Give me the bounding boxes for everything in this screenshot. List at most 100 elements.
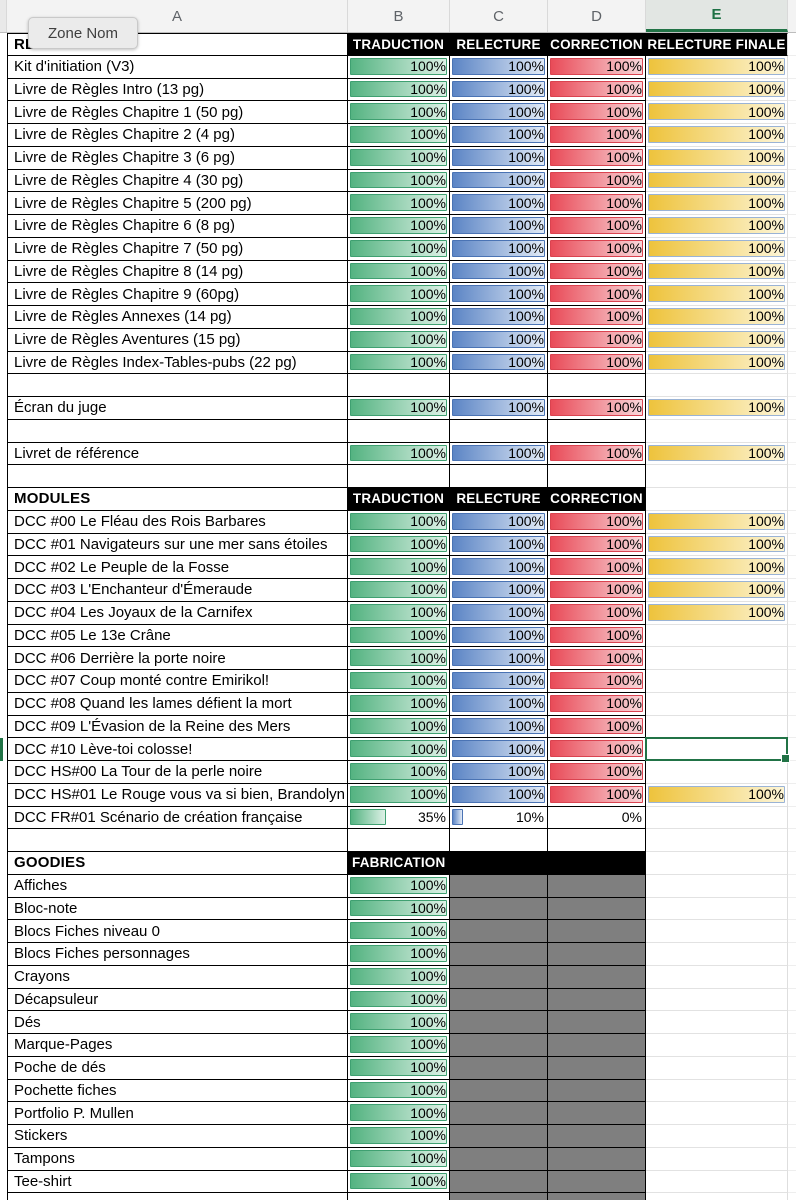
stage-header-b[interactable]: FABRICATION <box>348 852 450 875</box>
cell-c[interactable]: 100% <box>450 78 548 102</box>
cell-c[interactable]: 100% <box>450 146 548 170</box>
cell-e[interactable]: 100% <box>646 215 788 238</box>
cell-d[interactable]: 100% <box>548 533 646 557</box>
cell-c[interactable]: 100% <box>450 510 548 534</box>
cell-c[interactable]: 100% <box>450 192 548 215</box>
item-label-cell[interactable]: DCC #06 Derrière la porte noire <box>7 647 348 670</box>
item-label-cell[interactable]: Décapsuleur <box>7 988 348 1012</box>
cell-b[interactable]: 100% <box>348 192 450 215</box>
item-label-cell[interactable]: Livre de Règles Chapitre 7 (50 pg) <box>7 237 348 261</box>
cell-e[interactable]: 100% <box>646 306 788 329</box>
item-label-cell[interactable]: Livret de référence <box>7 442 348 466</box>
empty-label-cell[interactable] <box>7 1193 348 1200</box>
cell-e[interactable] <box>646 715 788 739</box>
empty-label-cell[interactable] <box>7 465 348 488</box>
cell-e[interactable] <box>646 1193 788 1200</box>
cell-c[interactable]: 100% <box>450 283 548 306</box>
cell-b[interactable]: 100% <box>348 738 450 761</box>
cell-c[interactable] <box>450 1147 548 1171</box>
cell-b[interactable]: 100% <box>348 761 450 784</box>
empty-label-cell[interactable] <box>7 829 348 852</box>
cell-e[interactable]: 100% <box>646 283 788 306</box>
cell-b[interactable]: 100% <box>348 579 450 602</box>
cell-b[interactable]: 100% <box>348 1034 450 1057</box>
cell-c[interactable] <box>450 1056 548 1080</box>
cell-c[interactable] <box>450 943 548 966</box>
cell-d[interactable] <box>548 419 646 443</box>
cell-e[interactable] <box>646 1102 788 1125</box>
item-label-cell[interactable]: Livre de Règles Intro (13 pg) <box>7 78 348 102</box>
cell-d[interactable] <box>548 829 646 852</box>
cell-b[interactable]: 100% <box>348 260 450 284</box>
cell-e[interactable] <box>646 897 788 921</box>
cell-e[interactable] <box>646 624 788 648</box>
item-label-cell[interactable]: DCC #05 Le 13e Crâne <box>7 624 348 648</box>
item-label-cell[interactable]: Marque-Pages <box>7 1034 348 1057</box>
cell-b[interactable]: 100% <box>348 533 450 557</box>
cell-d[interactable] <box>548 1125 646 1148</box>
cell-c[interactable]: 100% <box>450 237 548 261</box>
item-label-cell[interactable]: Portfolio P. Mullen <box>7 1102 348 1125</box>
cell-d[interactable]: 100% <box>548 601 646 625</box>
cell-c[interactable]: 100% <box>450 761 548 784</box>
cell-b[interactable]: 100% <box>348 556 450 579</box>
cell-e[interactable] <box>646 419 788 443</box>
cell-b[interactable]: 100% <box>348 1102 450 1125</box>
cell-d[interactable]: 100% <box>548 192 646 215</box>
stage-header-c[interactable]: RELECTURE <box>450 488 548 511</box>
cell-d[interactable] <box>548 374 646 397</box>
cell-e[interactable]: 100% <box>646 351 788 375</box>
cell-d[interactable]: 100% <box>548 783 646 807</box>
cell-b[interactable] <box>348 829 450 852</box>
cell-e[interactable] <box>646 988 788 1012</box>
cell-d[interactable] <box>548 1011 646 1034</box>
cell-e[interactable]: 100% <box>646 169 788 193</box>
cell-e[interactable]: 100% <box>646 101 788 124</box>
cell-d[interactable]: 0% <box>548 806 646 830</box>
column-header-e[interactable]: E <box>646 0 788 32</box>
cell-d[interactable]: 100% <box>548 670 646 693</box>
cell-b[interactable]: 100% <box>348 1125 450 1148</box>
cell-d[interactable]: 100% <box>548 624 646 648</box>
cell-b[interactable] <box>348 465 450 488</box>
cell-b[interactable]: 100% <box>348 1170 450 1194</box>
cell-c[interactable]: 100% <box>450 692 548 716</box>
item-label-cell[interactable]: Dés <box>7 1011 348 1034</box>
empty-label-cell[interactable] <box>7 374 348 397</box>
cell-c[interactable]: 100% <box>450 670 548 693</box>
stage-header-c[interactable] <box>450 852 548 875</box>
stage-header-b[interactable]: TRADUCTION <box>348 33 450 56</box>
cell-b[interactable]: 100% <box>348 624 450 648</box>
cell-e[interactable]: 100% <box>646 442 788 466</box>
item-label-cell[interactable]: DCC HS#01 Le Rouge vous va si bien, Bran… <box>7 783 348 807</box>
stage-header-e[interactable]: RELECTURE FINALE <box>646 33 788 56</box>
cell-c[interactable]: 100% <box>450 533 548 557</box>
cell-b[interactable]: 100% <box>348 965 450 989</box>
cell-c[interactable] <box>450 1193 548 1200</box>
cell-e[interactable] <box>646 1147 788 1171</box>
item-label-cell[interactable]: Pochette fiches <box>7 1079 348 1103</box>
cell-c[interactable]: 10% <box>450 806 548 830</box>
item-label-cell[interactable]: DCC #01 Navigateurs sur une mer sans éto… <box>7 533 348 557</box>
cell-c[interactable]: 100% <box>450 738 548 761</box>
item-label-cell[interactable]: Écran du juge <box>7 397 348 420</box>
cell-d[interactable]: 100% <box>548 101 646 124</box>
cell-c[interactable]: 100% <box>450 647 548 670</box>
cell-e[interactable] <box>646 488 788 511</box>
item-label-cell[interactable]: DCC #10 Lève-toi colosse! <box>7 738 348 761</box>
cell-e[interactable] <box>646 374 788 397</box>
item-label-cell[interactable]: Tee-shirt <box>7 1170 348 1194</box>
cell-c[interactable]: 100% <box>450 783 548 807</box>
cell-d[interactable]: 100% <box>548 55 646 79</box>
cell-e[interactable]: 100% <box>646 533 788 557</box>
item-label-cell[interactable]: Affiches <box>7 874 348 898</box>
item-label-cell[interactable]: Livre de Règles Chapitre 3 (6 pg) <box>7 146 348 170</box>
cell-b[interactable]: 100% <box>348 874 450 898</box>
cell-c[interactable]: 100% <box>450 351 548 375</box>
item-label-cell[interactable]: Blocs Fiches personnages <box>7 943 348 966</box>
cell-d[interactable]: 100% <box>548 692 646 716</box>
stage-header-d[interactable]: CORRECTION <box>548 33 646 56</box>
cell-e[interactable]: 100% <box>646 601 788 625</box>
cell-d[interactable]: 100% <box>548 306 646 329</box>
cell-d[interactable] <box>548 897 646 921</box>
